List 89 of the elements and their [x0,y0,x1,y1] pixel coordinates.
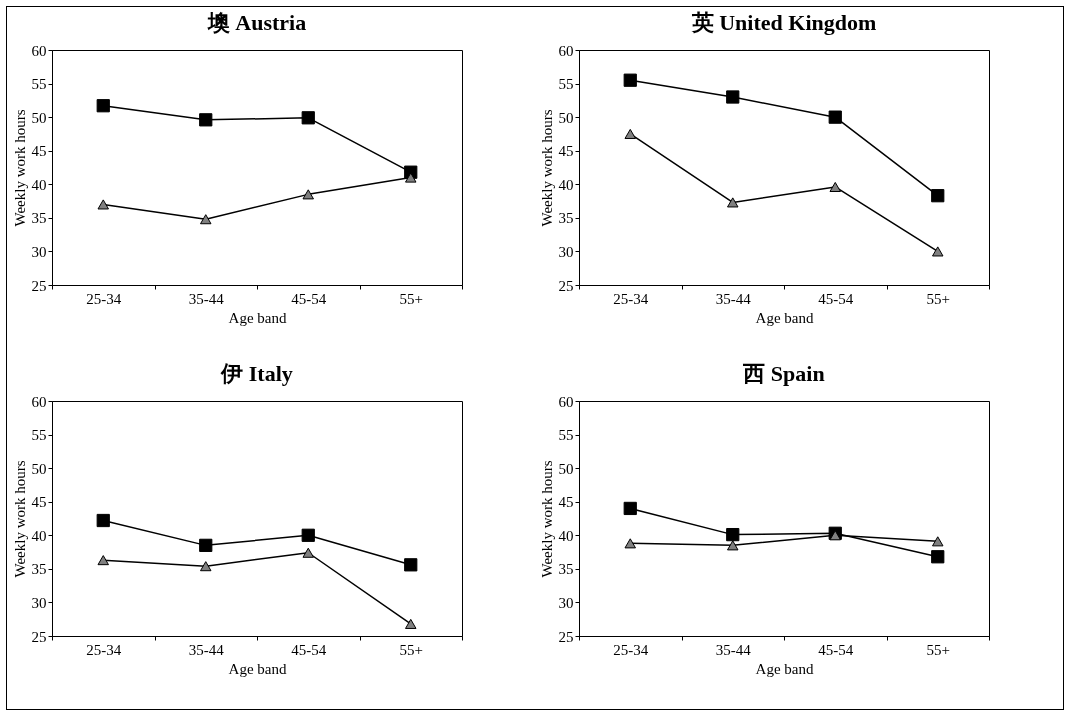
y-tick-label: 25 [31,277,47,294]
y-tick-label: 60 [558,393,574,410]
x-tick-label: 55+ [926,641,950,658]
y-tick-label: 40 [31,527,47,544]
point [200,561,212,572]
point [727,197,739,208]
point [200,214,212,225]
y-tick-label: 30 [558,243,574,260]
y-axis-title: Weekly work hours [538,109,555,227]
x-tick-label: 35-44 [715,641,752,658]
point [931,189,945,203]
y-tick-label: 45 [558,494,574,511]
y-tick-label: 25 [558,628,574,645]
x-tick-label: 55+ [926,290,950,307]
y-axis-title: Weekly work hours [11,109,28,227]
point [829,181,841,193]
y-axis-title: Weekly work hours [538,460,555,578]
y-tick-label: 30 [31,243,47,260]
x-tick-label: 45-54 [291,290,327,307]
y-tick-label: 35 [558,561,574,578]
point [829,530,841,541]
y-tick-label: 40 [558,527,574,544]
x-tick-label: 55+ [399,641,423,658]
point [623,501,637,516]
y-tick-label: 50 [31,460,47,477]
x-tick-label: 25-34 [613,641,649,658]
x-tick-label: 25-34 [86,641,122,658]
point [931,550,945,564]
x-tick-label: 45-54 [291,641,327,658]
point [96,513,110,528]
y-tick-label: 35 [31,561,47,578]
y-tick-label: 40 [558,176,574,193]
y-tick-label: 55 [558,76,574,93]
point [302,189,314,200]
y-tick-label: 55 [31,427,47,444]
point [199,113,213,127]
y-tick-label: 25 [558,277,574,294]
y-tick-label: 35 [31,210,47,227]
y-tick-label: 50 [558,460,574,477]
x-tick-label: 25-34 [86,290,122,307]
y-tick-label: 60 [31,393,47,410]
point [301,528,315,542]
point [302,547,314,558]
x-tick-label: 35-44 [715,290,752,307]
point [405,618,417,629]
x-tick-label: 25-34 [613,290,649,307]
y-tick-label: 45 [31,143,47,160]
point [932,246,944,257]
point [404,558,418,572]
chart-title: 西 Spain [742,361,825,386]
point [624,538,636,549]
x-axis-title: Age band [228,309,287,326]
y-tick-label: 40 [31,176,47,193]
y-tick-label: 25 [31,628,47,645]
point [199,538,213,552]
point [727,540,739,551]
y-tick-label: 30 [31,594,47,611]
x-tick-label: 35-44 [188,641,225,658]
y-axis-title: Weekly work hours [11,460,28,578]
point [97,199,109,210]
point [932,536,944,547]
point [97,555,109,566]
x-axis-title: Age band [755,309,814,326]
point [301,111,315,125]
chart-title: 伊 Italy [220,361,293,386]
point [96,99,110,113]
y-tick-label: 45 [31,494,47,511]
y-tick-label: 55 [558,427,574,444]
y-tick-label: 60 [558,42,574,59]
point [623,73,637,87]
point [828,110,842,124]
chart-title: 英 United Kingdom [690,10,877,35]
x-tick-label: 35-44 [188,290,225,307]
x-tick-label: 45-54 [818,641,854,658]
y-tick-label: 50 [31,109,47,126]
x-tick-label: 45-54 [818,290,854,307]
chart-title: 墺 Austria [206,10,307,35]
y-tick-label: 35 [558,210,574,227]
y-tick-label: 45 [558,143,574,160]
point [726,527,740,542]
x-tick-label: 55+ [399,290,423,307]
point [726,90,740,104]
x-axis-title: Age band [228,660,287,677]
y-tick-label: 55 [31,76,47,93]
y-tick-label: 50 [558,109,574,126]
x-axis-title: Age band [755,660,814,677]
y-tick-label: 30 [558,594,574,611]
point [624,128,636,139]
y-tick-label: 60 [31,42,47,59]
